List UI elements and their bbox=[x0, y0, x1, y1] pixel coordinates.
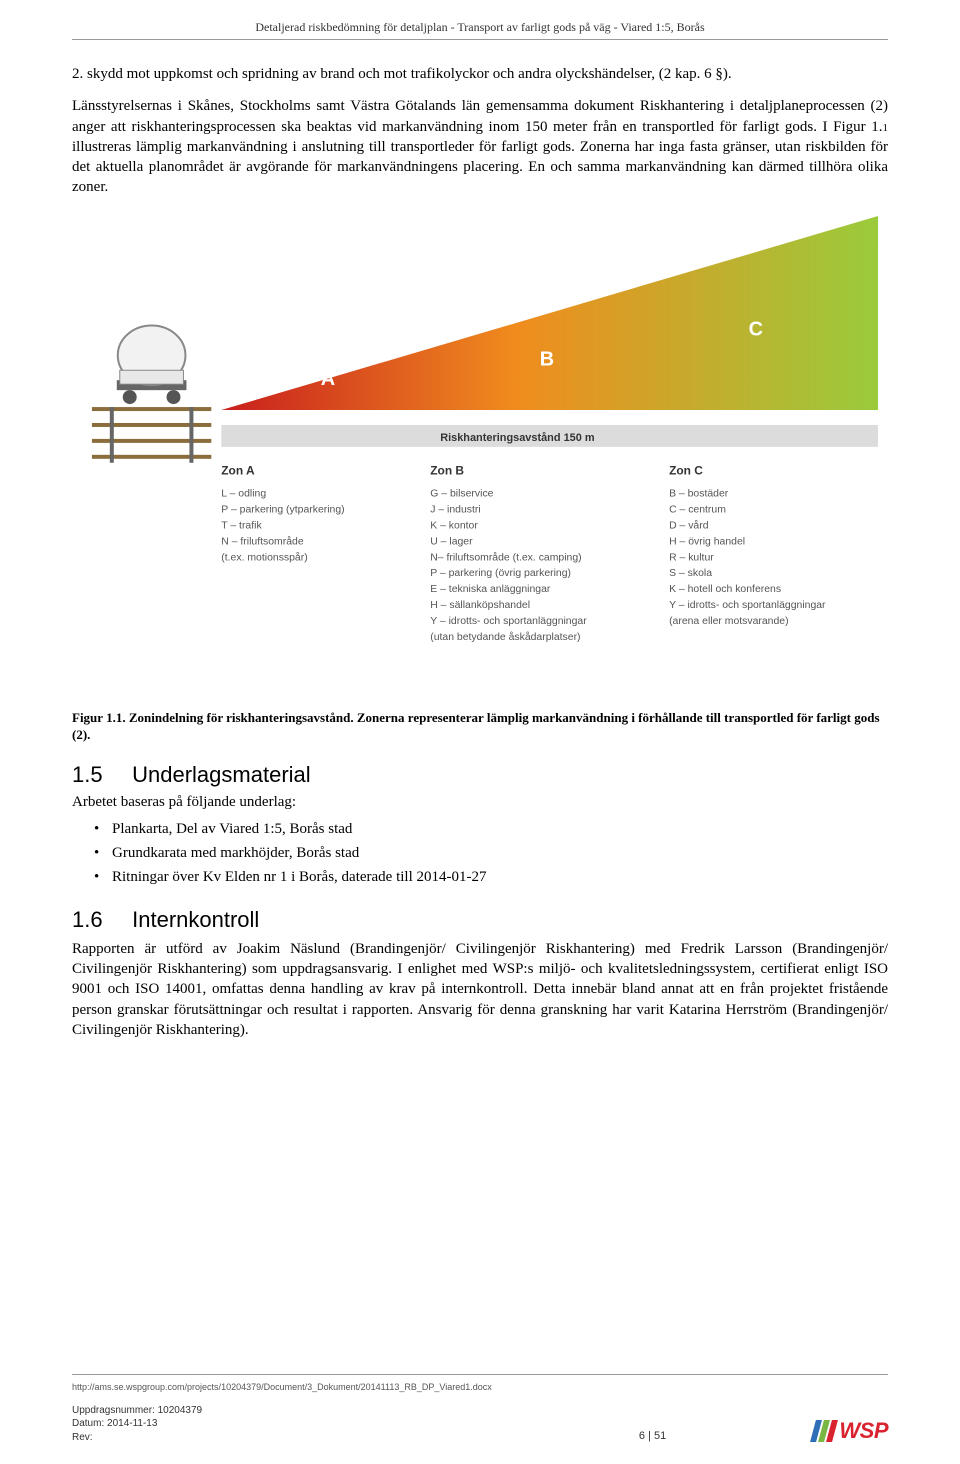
zone-diagram-svg: A B C Riskhanteringsavstånd 150 m Zon A … bbox=[72, 216, 888, 694]
zoneC-item: D – vård bbox=[669, 519, 709, 531]
section-1-6-heading: 1.6 Internkontroll bbox=[72, 907, 888, 933]
section-1-6-number: 1.6 bbox=[72, 907, 126, 933]
zoneA-item: L – odling bbox=[221, 488, 266, 499]
zoneC-item: C – centrum bbox=[669, 504, 726, 515]
zoneB-title: Zon B bbox=[430, 463, 464, 477]
figure-1-1: A B C Riskhanteringsavstånd 150 m Zon A … bbox=[72, 216, 888, 699]
logo-stripes-icon bbox=[810, 1420, 838, 1442]
zoneA-item: N – friluftsområde bbox=[221, 535, 304, 547]
footer-left: http://ams.se.wspgroup.com/projects/1020… bbox=[72, 1381, 492, 1444]
list-item: Plankarta, Del av Viared 1:5, Borås stad bbox=[112, 817, 888, 841]
zoneC-item: S – skola bbox=[669, 568, 712, 579]
distance-band-label: Riskhanteringsavstånd 150 m bbox=[440, 431, 595, 443]
zoneC-item: K – hotell och konferens bbox=[669, 584, 781, 595]
footer-datum-label: Datum: bbox=[72, 1418, 104, 1429]
zoneC-item: R – kultur bbox=[669, 552, 714, 563]
footer-logo: WSP bbox=[813, 1418, 888, 1444]
paragraph-2: Länsstyrelsernas i Skånes, Stockholms sa… bbox=[72, 96, 888, 197]
zone-letter-c: C bbox=[749, 318, 763, 340]
zoneB-item: Y – idrotts- och sportanläggningar bbox=[430, 615, 587, 626]
footer-page-number: 6 | 51 bbox=[639, 1430, 666, 1444]
zoneB-item: U – lager bbox=[430, 536, 473, 547]
zoneA-item: T – trafik bbox=[221, 520, 262, 531]
list-item: Ritningar över Kv Elden nr 1 i Borås, da… bbox=[112, 865, 888, 889]
zoneC-item: H – övrig handel bbox=[669, 536, 745, 547]
para2-part-b: illustreras lämplig markanvändning i ans… bbox=[72, 139, 888, 196]
page-header: Detaljerad riskbedömning för detaljplan … bbox=[72, 20, 888, 40]
zoneA-item: (t.ex. motionsspår) bbox=[221, 551, 307, 563]
tankcar-icon bbox=[92, 325, 211, 462]
figure-caption: Figur 1.1. Zonindelning för riskhanterin… bbox=[72, 710, 888, 744]
zoneB-item: E – tekniska anläggningar bbox=[430, 584, 551, 595]
section-1-5-heading: 1.5 Underlagsmaterial bbox=[72, 762, 888, 788]
zoneA-item: P – parkering (ytparkering) bbox=[221, 504, 344, 515]
footer-uppdrag-value: 10204379 bbox=[158, 1405, 203, 1416]
zoneB-item: K – kontor bbox=[430, 520, 478, 531]
zoneC-item: (arena eller motsvarande) bbox=[669, 615, 789, 626]
zoneB-item: H – sällanköpshandel bbox=[430, 600, 530, 611]
zoneB-item: J – industri bbox=[430, 504, 480, 515]
section-1-6-title: Internkontroll bbox=[132, 907, 259, 932]
logo-text: WSP bbox=[839, 1418, 888, 1444]
zoneB-item: N– friluftsområde (t.ex. camping) bbox=[430, 551, 581, 563]
footer-datum-value: 2014-11-13 bbox=[107, 1418, 157, 1429]
section-1-5-number: 1.5 bbox=[72, 762, 126, 788]
section-1-5-intro: Arbetet baseras på följande underlag: bbox=[72, 794, 888, 811]
zone-letter-a: A bbox=[321, 368, 335, 390]
section-1-6-body: Rapporten är utförd av Joakim Näslund (B… bbox=[72, 939, 888, 1040]
para2-fig-subnum: 1 bbox=[883, 122, 889, 134]
zoneB-item: (utan betydande åskådarplatser) bbox=[430, 630, 580, 642]
footer-rev-label: Rev: bbox=[72, 1432, 93, 1443]
risk-triangle bbox=[221, 216, 878, 410]
zoneB-item: G – bilservice bbox=[430, 488, 493, 499]
section-1-5-list: Plankarta, Del av Viared 1:5, Borås stad… bbox=[72, 817, 888, 889]
para2-part-a: Länsstyrelsernas i Skånes, Stockholms sa… bbox=[72, 98, 888, 134]
page-footer: http://ams.se.wspgroup.com/projects/1020… bbox=[72, 1374, 888, 1444]
zoneB-item: P – parkering (övrig parkering) bbox=[430, 568, 571, 579]
footer-url: http://ams.se.wspgroup.com/projects/1020… bbox=[72, 1381, 492, 1393]
paragraph-1: 2. skydd mot uppkomst och spridning av b… bbox=[72, 64, 888, 84]
section-1-5-title: Underlagsmaterial bbox=[132, 762, 311, 787]
zoneC-item: Y – idrotts- och sportanläggningar bbox=[669, 600, 826, 611]
list-item: Grundkarata med markhöjder, Borås stad bbox=[112, 841, 888, 865]
zone-letter-b: B bbox=[540, 348, 554, 370]
zoneC-item: B – bostäder bbox=[669, 488, 729, 499]
footer-uppdrag-label: Uppdragsnummer: bbox=[72, 1405, 155, 1416]
zoneA-title: Zon A bbox=[221, 463, 255, 477]
zoneC-title: Zon C bbox=[669, 463, 703, 477]
